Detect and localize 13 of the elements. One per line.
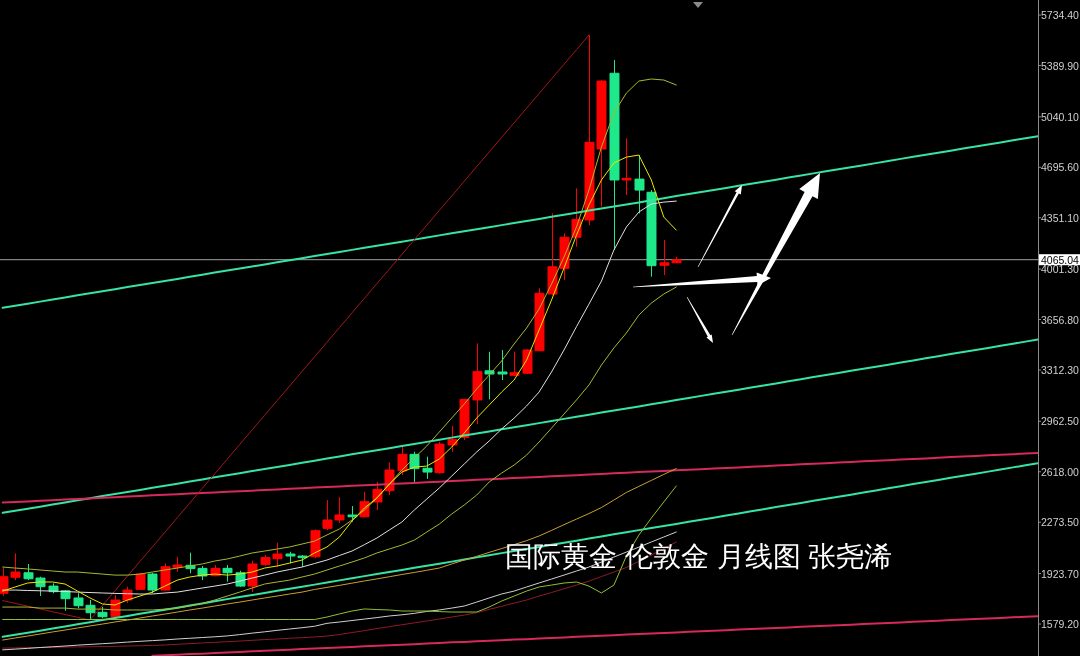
y-tick-label: 1579.20 (1041, 618, 1080, 631)
y-tick-label: 5734.40 (1041, 9, 1080, 22)
y-tick-label: 5040.10 (1041, 110, 1080, 123)
y-tick-label: 1923.70 (1041, 567, 1080, 580)
y-tick-label: 3312.30 (1041, 364, 1080, 377)
y-tick-label: 5389.90 (1041, 59, 1080, 72)
y-tick-label: 4695.60 (1041, 161, 1080, 174)
y-tick-label: 2273.50 (1041, 516, 1080, 529)
y-tick-label: 2618.00 (1041, 465, 1080, 478)
y-tick-label: 4001.30 (1041, 263, 1080, 276)
y-tick-label: 2962.50 (1041, 415, 1080, 428)
y-tick-label: 4351.10 (1041, 211, 1080, 224)
y-tick-label: 3656.80 (1041, 313, 1080, 326)
